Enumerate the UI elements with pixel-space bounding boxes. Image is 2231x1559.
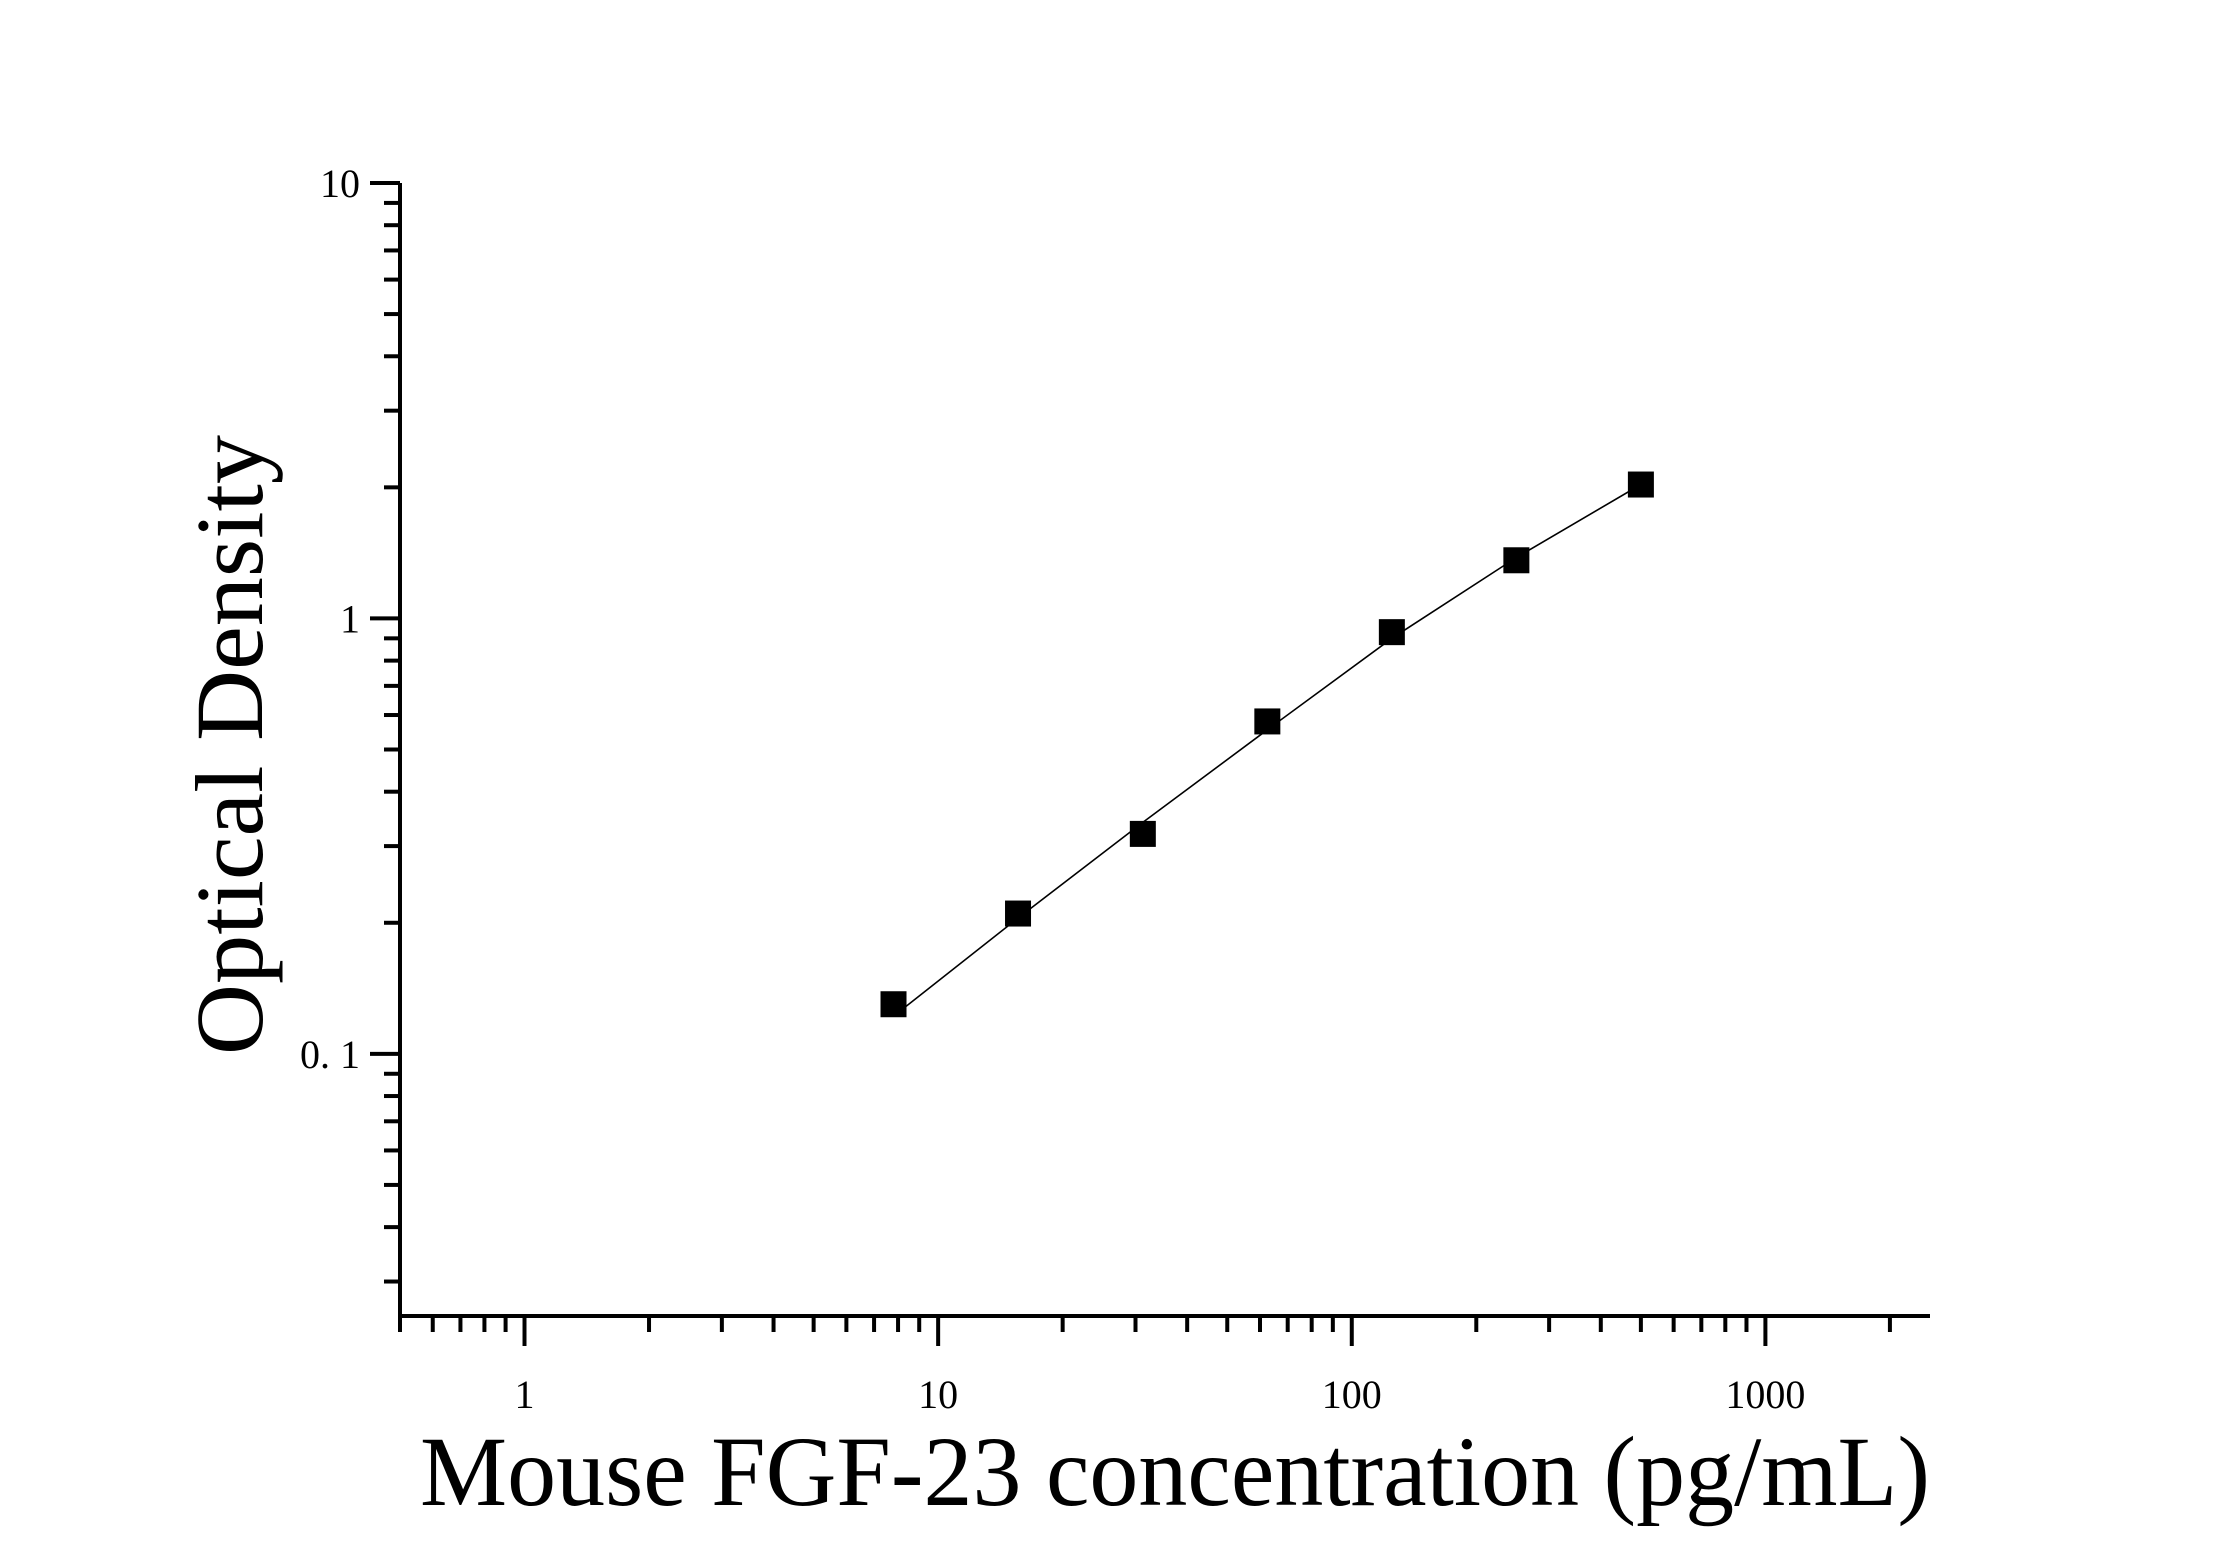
data-point [880, 991, 907, 1018]
y-tick-label: 1 [340, 596, 360, 641]
x-tick-label: 1 [515, 1372, 535, 1417]
y-tick-label: 0. 1 [300, 1032, 360, 1077]
axes [398, 183, 1930, 1318]
data-point [1254, 708, 1281, 735]
y-axis-title: Optical Density [176, 435, 283, 1055]
x-tick-label: 100 [1322, 1372, 1382, 1417]
data-point [1378, 619, 1405, 646]
ticks: 1 10 100 1000 0. 1 1 10 [300, 161, 1892, 1417]
y-tick-label: 10 [320, 161, 360, 206]
x-tick-label: 10 [918, 1372, 958, 1417]
x-axis-title: Mouse FGF-23 concentration (pg/mL) [420, 1416, 1930, 1527]
data-point [1005, 900, 1032, 927]
x-tick-label: 1000 [1725, 1372, 1805, 1417]
data-point [1129, 820, 1156, 847]
data-point [1503, 547, 1530, 574]
data-point [1627, 471, 1654, 498]
data-points [880, 471, 1654, 1018]
